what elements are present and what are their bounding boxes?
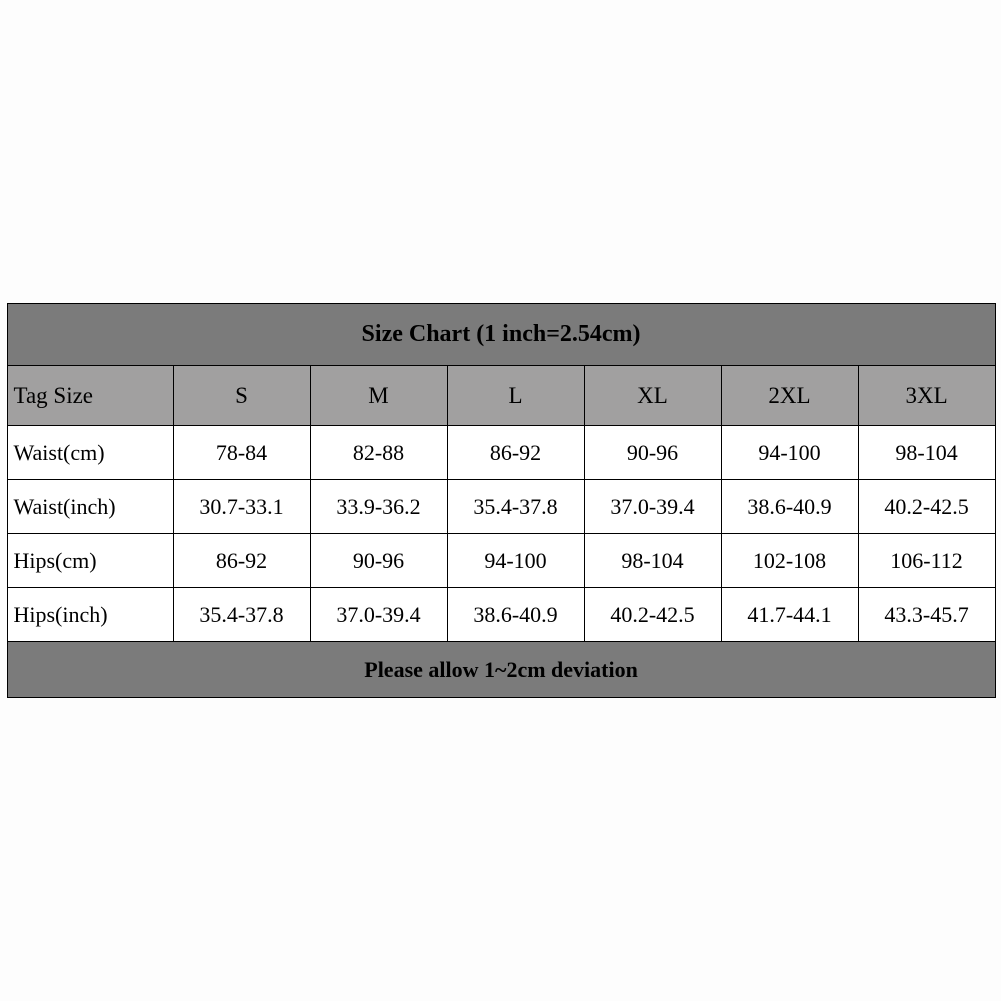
data-cell: 40.2-42.5 [858,480,995,534]
data-cell: 41.7-44.1 [721,588,858,642]
data-cell: 43.3-45.7 [858,588,995,642]
data-cell: 86-92 [173,534,310,588]
size-header: S [173,366,310,426]
size-header: L [447,366,584,426]
data-cell: 82-88 [310,426,447,480]
data-cell: 94-100 [721,426,858,480]
size-header: M [310,366,447,426]
data-cell: 94-100 [447,534,584,588]
data-cell: 37.0-39.4 [584,480,721,534]
data-cell: 38.6-40.9 [721,480,858,534]
chart-title: Size Chart (1 inch=2.54cm) [7,304,995,366]
row-label: Hips(inch) [7,588,173,642]
row-label: Hips(cm) [7,534,173,588]
size-chart-container: Size Chart (1 inch=2.54cm) Tag Size S M … [7,303,995,698]
size-header: 3XL [858,366,995,426]
table-row: Hips(cm) 86-92 90-96 94-100 98-104 102-1… [7,534,995,588]
table-row: Hips(inch) 35.4-37.8 37.0-39.4 38.6-40.9… [7,588,995,642]
data-cell: 37.0-39.4 [310,588,447,642]
data-cell: 30.7-33.1 [173,480,310,534]
footer-row: Please allow 1~2cm deviation [7,642,995,698]
data-cell: 106-112 [858,534,995,588]
size-header: 2XL [721,366,858,426]
data-cell: 90-96 [584,426,721,480]
title-row: Size Chart (1 inch=2.54cm) [7,304,995,366]
data-cell: 40.2-42.5 [584,588,721,642]
size-header: XL [584,366,721,426]
table-row: Waist(cm) 78-84 82-88 86-92 90-96 94-100… [7,426,995,480]
data-cell: 78-84 [173,426,310,480]
data-cell: 90-96 [310,534,447,588]
table-row: Waist(inch) 30.7-33.1 33.9-36.2 35.4-37.… [7,480,995,534]
tag-size-label: Tag Size [7,366,173,426]
data-cell: 35.4-37.8 [173,588,310,642]
data-cell: 38.6-40.9 [447,588,584,642]
size-chart-table: Size Chart (1 inch=2.54cm) Tag Size S M … [7,303,996,698]
data-cell: 102-108 [721,534,858,588]
data-cell: 33.9-36.2 [310,480,447,534]
row-label: Waist(inch) [7,480,173,534]
header-row: Tag Size S M L XL 2XL 3XL [7,366,995,426]
data-cell: 98-104 [584,534,721,588]
data-cell: 35.4-37.8 [447,480,584,534]
deviation-note: Please allow 1~2cm deviation [7,642,995,698]
data-cell: 98-104 [858,426,995,480]
data-cell: 86-92 [447,426,584,480]
row-label: Waist(cm) [7,426,173,480]
